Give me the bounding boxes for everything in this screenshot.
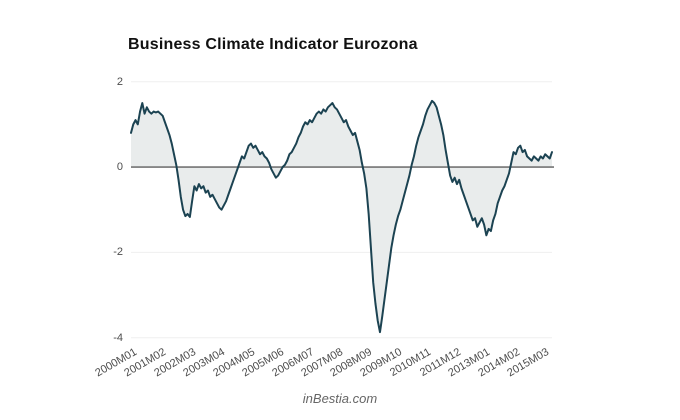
data-area [131,100,552,333]
watermark: inBestia.com [302,391,378,406]
y-axis-label: 2 [116,75,123,88]
data-line [130,99,553,334]
chart-title: Business Climate Indicator Eurozona [128,36,418,53]
y-axis-label: -2 [113,246,123,259]
y-axis-label: -4 [113,331,123,344]
y-axis-label: 0 [116,161,123,174]
